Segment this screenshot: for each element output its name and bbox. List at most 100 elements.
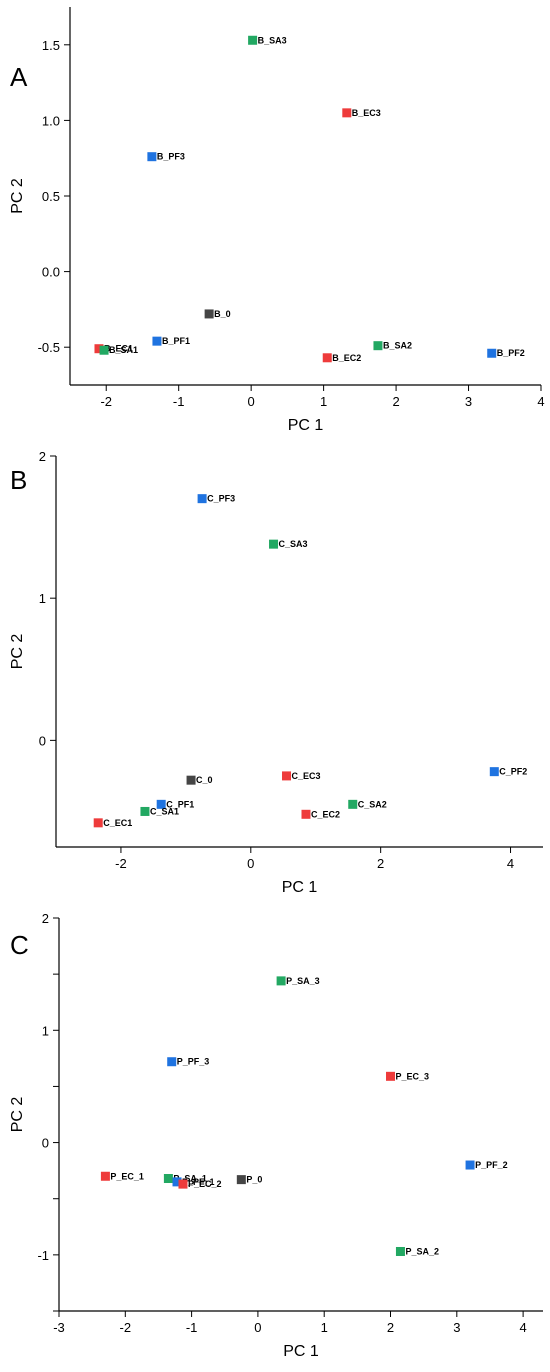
- data-point-marker: [100, 1171, 110, 1181]
- y-tick-label: 2: [39, 449, 46, 464]
- y-tick-label: 1.5: [42, 38, 60, 53]
- y-tick-label: 0.5: [42, 189, 60, 204]
- data-point-label: P_PF_1: [182, 1177, 215, 1187]
- data-point-label: B_PF2: [497, 348, 525, 358]
- data-point-label: B_PF1: [162, 336, 190, 346]
- data-point-label: B_SA1: [109, 345, 138, 355]
- data-point-marker: [236, 1175, 246, 1185]
- x-tick-label: 3: [453, 1320, 460, 1335]
- data-point-label: P_SA_1: [173, 1174, 207, 1184]
- data-point-marker: [147, 152, 157, 162]
- data-point-label: B_PF3: [157, 152, 185, 162]
- x-tick-label: 2: [387, 1320, 394, 1335]
- data-point-marker: [322, 353, 332, 363]
- data-point-label: B_SA2: [383, 341, 412, 351]
- y-tick-label: -1: [37, 1248, 49, 1263]
- panel-b: -2 0 2 4 0 1 2 PC 1 PC 2 B C_PF3 C_SA3 C_0 C_EC3 C_PF2…: [9, 449, 543, 896]
- y-tick-label: 1.0: [42, 113, 60, 128]
- y-tick-label: 0.0: [42, 265, 60, 280]
- data-point-marker: [248, 35, 258, 45]
- data-point-marker: [167, 1057, 177, 1067]
- data-point-label: P_SA_3: [286, 976, 320, 986]
- data-point-marker: [204, 309, 214, 319]
- data-point-marker: [276, 976, 286, 986]
- data-point-marker: [348, 799, 358, 809]
- data-point-marker: [186, 775, 196, 785]
- x-tick-label: -1: [173, 394, 185, 409]
- x-tick-label: -2: [115, 856, 127, 871]
- y-axis-title: PC 2: [9, 1097, 26, 1133]
- data-point-label: C_SA1: [150, 806, 179, 816]
- x-tick-label: -1: [186, 1320, 198, 1335]
- y-axis-title: PC 2: [9, 178, 26, 214]
- data-point-marker: [342, 108, 352, 118]
- data-point-label: P_PF_2: [475, 1160, 508, 1170]
- data-point-marker: [93, 818, 103, 828]
- data-point-marker: [487, 348, 497, 358]
- panel-a: -2 -1 0 1 2 3 4 -0.5 0.0 0.5 1.0 1.5 PC 1 PC 2 A B_SA3 B…: [9, 7, 545, 434]
- data-point-marker: [386, 1071, 396, 1081]
- data-point-label: C_EC2: [311, 809, 340, 819]
- y-tick-label: 2: [42, 911, 49, 926]
- x-tick-label: 2: [377, 856, 384, 871]
- y-axis-title: PC 2: [9, 634, 26, 670]
- data-point-label: C_EC3: [292, 771, 321, 781]
- data-point-marker: [465, 1160, 475, 1170]
- data-point-label: B_EC1: [104, 344, 133, 354]
- data-point-marker: [269, 539, 279, 549]
- panel-letter: B: [10, 465, 27, 495]
- data-point-label: C_PF2: [499, 767, 527, 777]
- panel-letter: C: [10, 930, 29, 960]
- x-tick-label: 4: [507, 856, 514, 871]
- data-point-label: P_EC_2: [188, 1179, 222, 1189]
- data-point-label: B_SA3: [258, 35, 287, 45]
- x-tick-label: 0: [248, 394, 255, 409]
- x-tick-label: -2: [120, 1320, 132, 1335]
- data-point-marker: [152, 336, 162, 346]
- y-tick-label: 0: [42, 1136, 49, 1151]
- data-point-label: B_EC2: [332, 353, 361, 363]
- y-tick-label: 1: [42, 1023, 49, 1038]
- data-point-label: C_PF1: [166, 799, 194, 809]
- panel-letter: A: [10, 62, 28, 92]
- data-point-label: P_EC_1: [110, 1171, 144, 1181]
- data-point-marker: [395, 1246, 405, 1256]
- data-point-label: P_SA_2: [405, 1246, 439, 1256]
- data-point-label: P_PF_3: [177, 1057, 210, 1067]
- data-point-marker: [301, 809, 311, 819]
- data-point-label: C_EC1: [103, 818, 132, 828]
- data-point-marker: [197, 494, 207, 504]
- data-point-marker: [282, 771, 292, 781]
- x-tick-label: 0: [247, 856, 254, 871]
- x-tick-label: 4: [537, 394, 544, 409]
- data-point-marker: [172, 1177, 182, 1187]
- x-tick-label: 0: [254, 1320, 261, 1335]
- data-point-marker: [163, 1174, 173, 1184]
- x-tick-label: 3: [465, 394, 472, 409]
- x-axis-title: PC 1: [283, 1343, 319, 1360]
- data-point-marker: [140, 806, 150, 816]
- data-point-marker: [94, 344, 104, 354]
- data-point-label: C_0: [196, 775, 213, 785]
- data-point-label: C_SA3: [279, 539, 308, 549]
- x-tick-label: 1: [320, 394, 327, 409]
- data-point-marker: [156, 799, 166, 809]
- data-point-marker: [99, 345, 109, 355]
- x-tick-label: -2: [100, 394, 112, 409]
- data-point-marker: [489, 767, 499, 777]
- y-tick-label: 1: [39, 591, 46, 606]
- x-axis-title: PC 1: [288, 417, 324, 434]
- data-point-label: C_PF3: [207, 494, 235, 504]
- x-tick-label: -3: [53, 1320, 65, 1335]
- x-tick-label: 2: [392, 394, 399, 409]
- x-axis-title: PC 1: [282, 879, 318, 896]
- data-point-marker: [178, 1179, 188, 1189]
- y-tick-label: 0: [39, 733, 46, 748]
- data-point-label: P_0: [246, 1175, 262, 1185]
- x-tick-label: 4: [519, 1320, 526, 1335]
- data-point-label: C_SA2: [358, 799, 387, 809]
- data-point-label: B_EC3: [352, 108, 381, 118]
- panel-c: -3 -2 -1 0 1 2 3 4 -1 0 1 2 PC 1 PC 2 C P_SA_3 P_PF_3 P_E…: [9, 911, 543, 1360]
- data-point-marker: [373, 341, 383, 351]
